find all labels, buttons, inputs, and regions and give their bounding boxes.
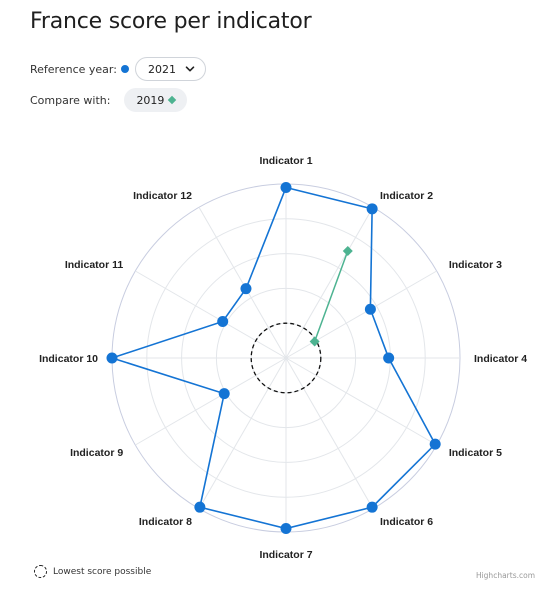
compare-year-control: Compare with: 2019 bbox=[30, 88, 188, 112]
compare-year-value: 2019 bbox=[136, 93, 165, 107]
axis-label: Indicator 3 bbox=[449, 259, 502, 271]
reference-point bbox=[280, 181, 292, 193]
reference-point bbox=[364, 303, 376, 315]
chevron-down-icon bbox=[185, 66, 195, 72]
axis-label: Indicator 9 bbox=[70, 447, 123, 459]
grid-spoke bbox=[198, 357, 287, 509]
reference-point bbox=[218, 388, 230, 400]
compare-point bbox=[309, 336, 320, 347]
reference-year-value: 2021 bbox=[147, 62, 176, 76]
axis-label: Indicator 10 bbox=[39, 353, 98, 365]
grid-spoke bbox=[285, 357, 374, 509]
reference-point bbox=[280, 523, 292, 535]
compare-year-label: Compare with: bbox=[30, 93, 111, 107]
reference-point bbox=[106, 352, 118, 364]
compare-series-line bbox=[313, 250, 349, 342]
dashed-circle-icon bbox=[34, 565, 47, 578]
reference-point bbox=[240, 283, 252, 295]
grid-spoke bbox=[285, 270, 437, 359]
axis-label: Indicator 4 bbox=[474, 353, 527, 365]
grid-spoke bbox=[135, 357, 287, 446]
legend-label: Lowest score possible bbox=[53, 566, 152, 577]
chart-credits[interactable]: Highcharts.com bbox=[475, 571, 535, 580]
compare-year-chip[interactable]: 2019 bbox=[124, 88, 188, 112]
reference-point bbox=[194, 501, 206, 513]
reference-year-label: Reference year: bbox=[30, 62, 117, 76]
grid-spoke bbox=[198, 207, 287, 359]
axis-label: Indicator 1 bbox=[259, 155, 312, 167]
diamond-marker-icon bbox=[168, 95, 177, 105]
chart-legend[interactable]: Lowest score possible bbox=[34, 565, 151, 578]
axis-label: Indicator 7 bbox=[259, 549, 312, 560]
reference-point bbox=[217, 315, 229, 327]
radar-chart: Indicator 1 Indicator 2 Indicator 3 Indicat… bbox=[39, 155, 527, 560]
reference-point bbox=[383, 352, 395, 364]
compare-point bbox=[342, 246, 353, 257]
axis-label: Indicator 2 bbox=[380, 190, 433, 202]
axis-label: Indicator 8 bbox=[139, 516, 192, 528]
axis-label: Indicator 6 bbox=[380, 516, 433, 528]
axis-label: Indicator 12 bbox=[133, 190, 192, 202]
reference-point bbox=[366, 203, 378, 215]
reference-point bbox=[429, 438, 441, 450]
grid-spoke bbox=[285, 357, 437, 446]
lowest-score-ring bbox=[250, 322, 322, 394]
grid-spoke bbox=[135, 270, 287, 359]
circle-marker-icon bbox=[120, 65, 129, 73]
grid-spoke bbox=[285, 207, 374, 359]
axis-label: Indicator 11 bbox=[65, 259, 124, 271]
page-title: France score per indicator bbox=[30, 9, 312, 34]
reference-year-control: Reference year: 2021 bbox=[30, 57, 206, 81]
reference-year-select[interactable]: 2021 bbox=[134, 57, 206, 81]
axis-label: Indicator 5 bbox=[449, 447, 502, 459]
reference-point bbox=[366, 501, 378, 513]
